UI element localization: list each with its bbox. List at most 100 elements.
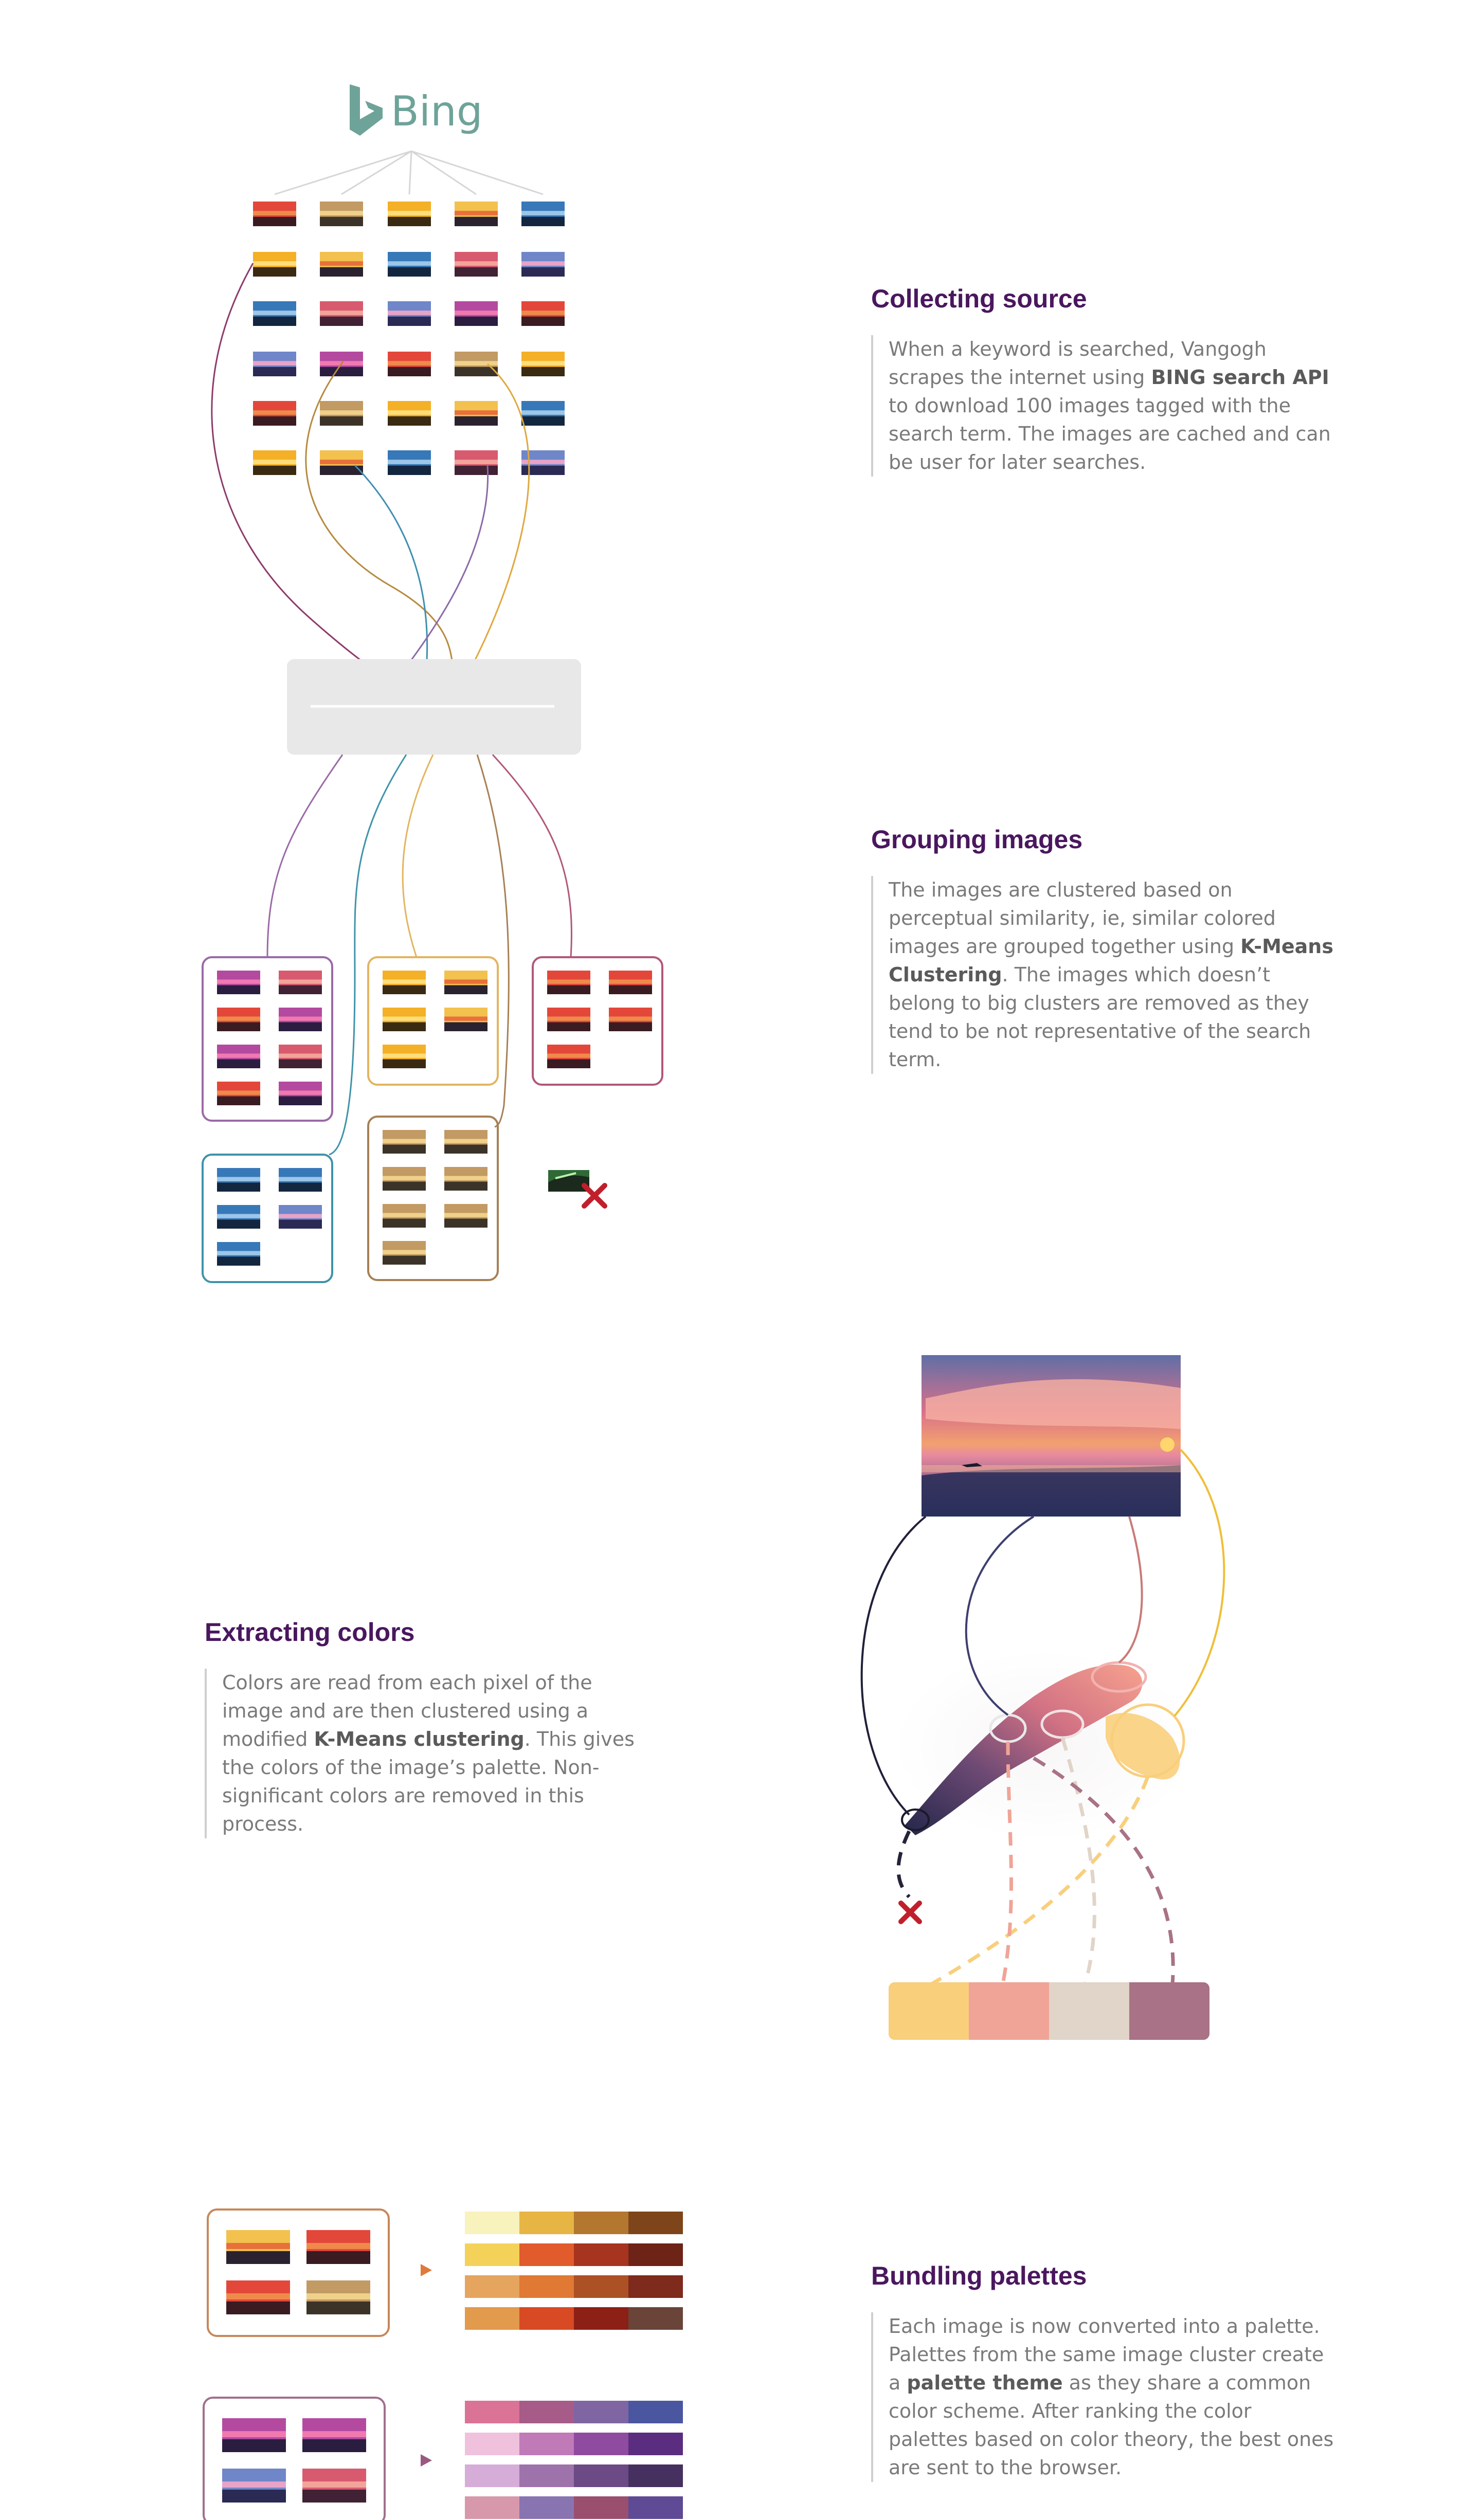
thumbnail-image	[383, 971, 426, 994]
section-body: The images are clustered based on percep…	[871, 876, 1334, 1074]
fan-line	[408, 151, 412, 195]
thumbnail-image	[383, 1008, 426, 1031]
thumbnail-image	[547, 1045, 590, 1068]
section-collecting-source: Collecting source When a keyword is sear…	[871, 284, 1334, 477]
theme-swatch	[465, 2307, 519, 2330]
thumbnail-image	[279, 1045, 322, 1068]
section-body: When a keyword is searched, Vangogh scra…	[871, 335, 1334, 477]
palette-theme	[203, 2397, 683, 2520]
thumbnail-image	[217, 1205, 260, 1229]
theme-swatch	[574, 2464, 628, 2487]
body-segment: The images are clustered based on percep…	[889, 879, 1276, 958]
fan-line	[341, 150, 412, 195]
thumbnail-image	[320, 401, 363, 426]
section-title: Collecting source	[871, 284, 1087, 313]
section-title: Bundling palettes	[871, 2261, 1087, 2290]
thumbnail-image	[444, 1204, 487, 1228]
theme-swatch	[628, 2243, 683, 2266]
outlier-image	[548, 1170, 589, 1192]
thumbnail-image	[217, 1168, 260, 1192]
reject-icon-2	[898, 1901, 922, 1924]
arrow-icon	[421, 2264, 432, 2276]
pixel-curve-rose	[1118, 1516, 1143, 1664]
fan-line	[411, 150, 544, 195]
arrow-icon	[421, 2454, 432, 2467]
thumbnail-image	[383, 1045, 426, 1068]
pixel-flow-curves	[860, 1449, 1225, 1816]
dash-dark	[896, 1830, 911, 1898]
thumbnail-image	[388, 202, 431, 226]
thumbnail-image	[253, 352, 296, 376]
thumbnail-image	[253, 252, 296, 277]
thumbnail-image	[279, 1205, 322, 1229]
thumbnail-image	[320, 301, 363, 326]
thumbnail-image	[383, 1204, 426, 1228]
image-cluster	[532, 956, 663, 1086]
search-result-grid	[253, 202, 565, 475]
cluster-curves	[266, 754, 572, 1156]
theme-swatch	[465, 2496, 519, 2519]
thumbnail-image	[455, 401, 498, 426]
theme-swatch	[465, 2464, 519, 2487]
theme-swatch	[574, 2401, 628, 2423]
thumbnail-image	[226, 2280, 290, 2314]
dash-yellow	[930, 1776, 1150, 1986]
theme-swatch	[465, 2433, 519, 2455]
theme-swatch	[628, 2212, 683, 2234]
thumbnail-image	[222, 2469, 286, 2503]
theme-swatch	[574, 2212, 628, 2234]
dash-mauve	[1033, 1757, 1175, 1985]
body-segment: as they share a common color scheme. Aft…	[889, 2371, 1334, 2479]
image-cluster	[202, 1154, 333, 1283]
body-segment: Colors are read from each pixel of the i…	[222, 1671, 592, 1750]
thumbnail-image	[547, 1008, 590, 1031]
theme-frame	[207, 2208, 390, 2337]
thumbnail-image	[521, 252, 565, 277]
palette-swatch	[1049, 1982, 1129, 2040]
thumbnail-image	[388, 252, 431, 277]
pixel-curve-gold	[1173, 1449, 1225, 1717]
theme-swatch	[519, 2275, 574, 2298]
palette-swatch	[889, 1982, 969, 2040]
bing-wordmark: Bing	[391, 87, 483, 135]
reject-icon	[582, 1183, 607, 1209]
section-body: Each image is now converted into a palet…	[871, 2312, 1334, 2482]
theme-swatch	[628, 2307, 683, 2330]
thumbnail-image	[222, 2418, 286, 2452]
cluster-curve-yellow	[402, 754, 434, 958]
thumbnail-image	[253, 202, 296, 226]
theme-frame	[203, 2397, 386, 2520]
section-title: Extracting colors	[205, 1618, 415, 1647]
pixel-curve-navy	[965, 1515, 1035, 1716]
thumbnail-image	[383, 1241, 426, 1265]
palette-swatch	[969, 1982, 1049, 2040]
thumbnail-image	[320, 450, 363, 475]
thumbnail-image	[279, 1008, 322, 1031]
flow-curves	[211, 263, 530, 709]
section-bundling-palettes: Bundling palettes Each image is now conv…	[871, 2261, 1334, 2482]
thumbnail-image	[279, 1168, 322, 1192]
bing-logo: Bing	[346, 82, 484, 149]
thumbnail-image	[388, 352, 431, 376]
emphasis-text: BING search API	[1151, 366, 1329, 389]
thumbnail-image	[388, 301, 431, 326]
image-cluster	[202, 956, 333, 1122]
thumbnail-image	[521, 202, 565, 226]
theme-swatch	[519, 2433, 574, 2455]
theme-swatch	[574, 2433, 628, 2455]
pixel-curve-dark	[860, 1515, 927, 1816]
palette-theme	[207, 2208, 683, 2337]
body-segment: to download 100 images tagged with the s…	[889, 394, 1331, 473]
fan-line	[411, 150, 477, 195]
section-grouping-images: Grouping images The images are clustered…	[871, 825, 1334, 1074]
body-segment: . This gives the colors of the image’s p…	[222, 1728, 635, 1835]
color-scatter	[894, 1650, 1195, 1840]
theme-swatch	[628, 2433, 683, 2455]
thumbnail-image	[521, 301, 565, 326]
thumbnail-image	[320, 202, 363, 226]
thumbnail-image	[455, 202, 498, 226]
thumbnail-image	[455, 252, 498, 277]
theme-swatch	[465, 2212, 519, 2234]
thumbnail-image	[455, 450, 498, 475]
